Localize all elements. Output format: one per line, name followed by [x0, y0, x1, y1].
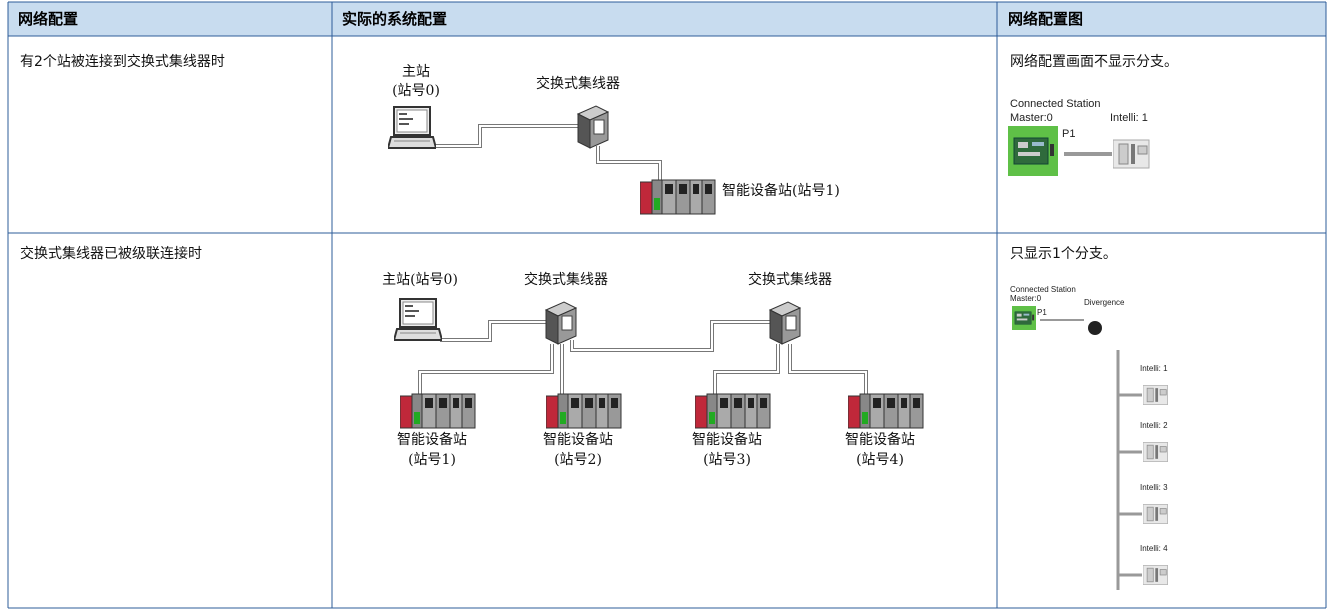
label: (站号2)	[554, 452, 602, 468]
condition: 有2个站被连接到交换式集线器时	[20, 53, 225, 70]
header-cell: 实际的系统配置	[342, 10, 447, 28]
screen-diagram: Connected Station Master:0 Intelli: 1 P1	[1008, 98, 1150, 176]
decor	[432, 124, 578, 148]
decor	[571, 321, 770, 351]
condition: 交换式集线器已被级联连接时	[20, 245, 202, 262]
decor	[788, 344, 868, 394]
hub-icon	[577, 105, 609, 149]
label: 智能设备站	[543, 431, 613, 448]
plc-icon	[400, 393, 476, 429]
device-icon	[1113, 139, 1150, 169]
screen-diagram: Connected Station Master:0 Divergence P1…	[1010, 285, 1168, 590]
header-background	[8, 2, 1326, 36]
decor	[789, 344, 867, 394]
label: 智能设备站	[397, 431, 467, 448]
plc-icon	[848, 393, 924, 429]
label: Divergence	[1084, 298, 1125, 307]
label: Intelli: 1	[1140, 364, 1168, 373]
plc-icon	[695, 393, 771, 429]
label: 主站(站号0)	[382, 272, 458, 288]
table-borders	[7, 1, 1327, 609]
master-icon	[1012, 306, 1036, 330]
device-icon	[1143, 385, 1168, 405]
label: (站号3)	[703, 452, 751, 468]
label: Master:0	[1010, 294, 1042, 303]
system-diagram: 主站 (站号0) 交换式集线器 智能设备站(站号1)	[388, 64, 840, 215]
decor	[713, 344, 780, 394]
label: 智能设备站(站号1)	[722, 182, 840, 199]
note: 网络配置画面不显示分支。	[1010, 54, 1178, 70]
label: 主站	[402, 64, 430, 80]
label: 交换式集线器	[536, 75, 620, 92]
label: 交换式集线器	[524, 271, 608, 288]
device-icon	[1143, 504, 1168, 524]
decor	[440, 320, 546, 342]
divergence-node	[1088, 321, 1102, 335]
plc-icon	[546, 393, 622, 429]
label: Intelli: 3	[1140, 483, 1168, 492]
note: 只显示1个分支。	[1010, 246, 1117, 262]
decor	[419, 344, 553, 394]
laptop-icon	[394, 298, 442, 341]
label: 智能设备站	[692, 431, 762, 448]
device-icon	[1143, 442, 1168, 462]
decor	[432, 125, 578, 147]
header-cell: 网络配置图	[1008, 10, 1083, 28]
system-diagram: 主站(站号0) 交换式集线器 交换式集线器 智能设备站 (站号1) 智能设备站 (站号…	[382, 271, 924, 468]
label: 智能设备站	[845, 431, 915, 448]
label: Connected Station	[1010, 98, 1101, 110]
label: 交换式集线器	[748, 271, 832, 288]
decor	[440, 321, 546, 341]
label: Intelli: 1	[1110, 112, 1148, 124]
decor	[597, 146, 661, 180]
plc-icon	[640, 179, 716, 215]
master-icon	[1008, 126, 1058, 176]
header-cell: 网络配置	[18, 10, 78, 28]
hub-icon	[545, 301, 577, 345]
device-icon	[1143, 565, 1168, 585]
label: Master:0	[1010, 112, 1053, 124]
decor	[714, 344, 779, 394]
label: Intelli: 4	[1140, 544, 1168, 553]
hub-icon	[769, 301, 801, 345]
decor	[418, 344, 554, 394]
laptop-icon	[388, 106, 436, 149]
decor	[570, 320, 770, 352]
label: (站号4)	[856, 452, 904, 468]
label: P1	[1037, 308, 1047, 317]
label: Connected Station	[1010, 285, 1076, 294]
label: (站号0)	[392, 83, 440, 99]
label: (站号1)	[408, 452, 456, 468]
label: Intelli: 2	[1140, 421, 1168, 430]
label: P1	[1062, 128, 1075, 140]
